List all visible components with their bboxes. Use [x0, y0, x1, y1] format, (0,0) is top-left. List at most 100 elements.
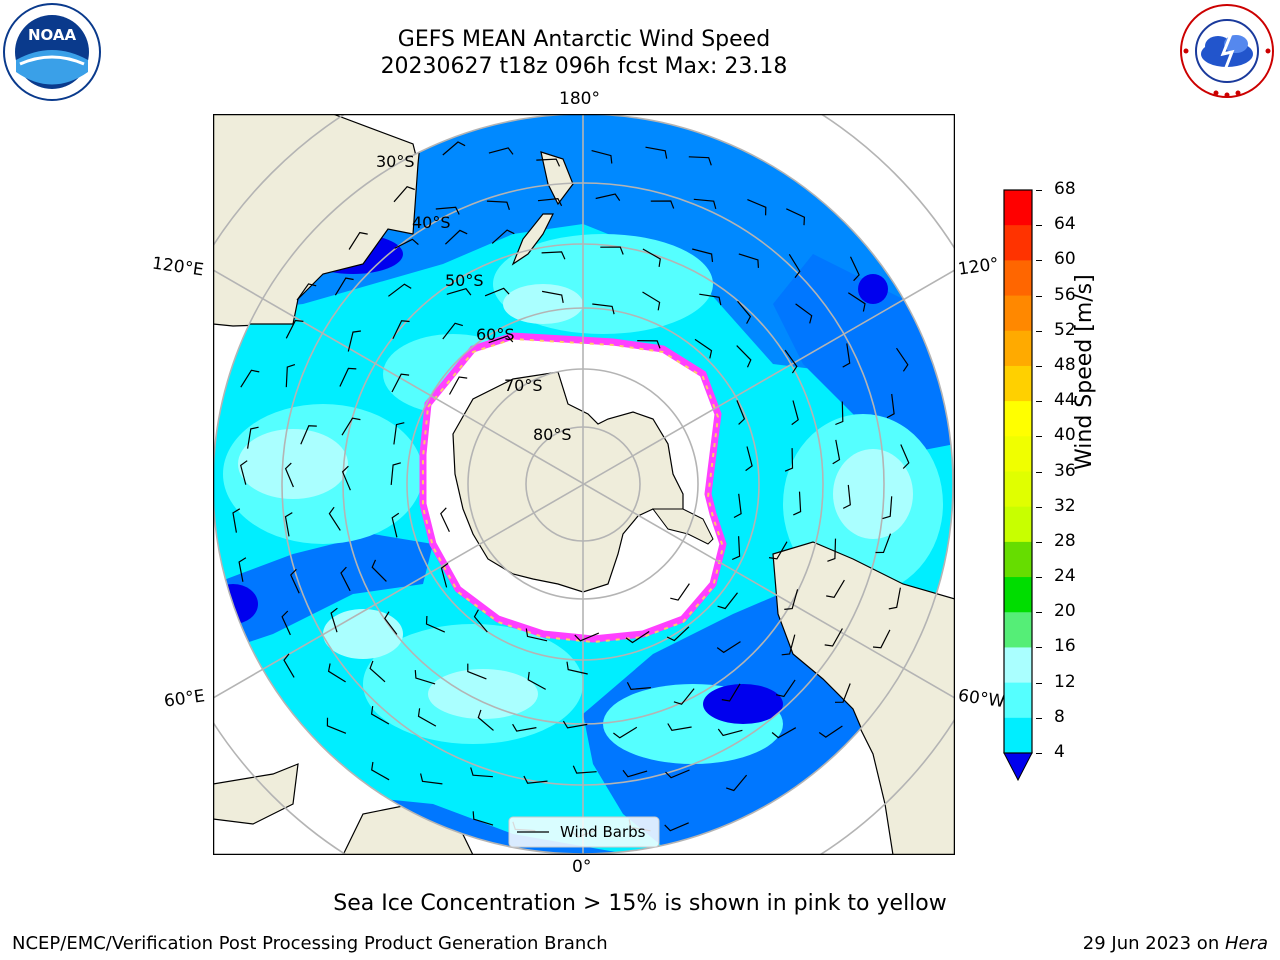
wind-barb [394, 238, 419, 249]
wind-barb [339, 367, 357, 387]
wind-barb [645, 146, 668, 159]
wind-barb [326, 717, 347, 734]
wind-barb [716, 641, 741, 654]
wind-barb [788, 253, 801, 279]
wind-barb [247, 426, 259, 449]
wind-barb [472, 811, 494, 826]
wind-barb [512, 723, 537, 732]
wind-barb [391, 373, 410, 393]
colorbar-segment [1004, 612, 1032, 648]
wind-barb [793, 491, 802, 516]
wind-barb [285, 319, 304, 339]
colorbar-tick-label: 16 [1054, 636, 1076, 657]
wind-barb [393, 422, 405, 445]
wind-barb [283, 653, 295, 678]
wind-barb [613, 726, 638, 739]
wind-barb [525, 628, 548, 642]
wind-barb [592, 303, 615, 315]
wind-barb [692, 248, 714, 262]
legend: Wind Barbs [508, 816, 660, 848]
wind-barb [737, 300, 752, 324]
wind-barb [232, 508, 241, 533]
legend-label: Wind Barbs [560, 823, 646, 841]
colorbar-tick-mark [1036, 541, 1042, 543]
wind-barb [896, 347, 909, 372]
lon-label-left-upper: 120°E [150, 253, 205, 281]
colorbar-tick-mark [1036, 190, 1042, 191]
wind-barb [717, 592, 738, 610]
wind-barb [420, 773, 443, 785]
wind-barb [393, 185, 415, 203]
footer-host: Hera [1224, 933, 1268, 954]
colorbar-tick-label: 36 [1054, 460, 1076, 481]
wind-barb [488, 147, 514, 155]
colorbar-tick-label: 24 [1054, 566, 1076, 587]
wind-barb [900, 444, 910, 469]
colorbar-segment [1004, 506, 1032, 543]
colorbar-tick-label: 60 [1054, 249, 1076, 270]
colorbar-segment [1004, 541, 1032, 578]
colorbar-tick-label: 4 [1054, 742, 1065, 762]
colorbar-tick-label: 40 [1054, 425, 1076, 446]
chart-subtitle: 20230627 t18z 096h fcst Max: 23.18 [380, 54, 788, 79]
wind-barb [771, 727, 797, 739]
noaa-logo-text: NOAA [28, 26, 77, 44]
wind-barb [491, 229, 515, 244]
wind-barb [670, 583, 690, 601]
wind-barb [731, 536, 741, 561]
wind-barb [473, 609, 488, 633]
colorbar-segment [1004, 225, 1032, 261]
lat-label-40: 40°S [412, 213, 451, 232]
colorbar-segment [1004, 260, 1032, 297]
wind-barb [832, 439, 841, 465]
wind-barb [442, 322, 463, 340]
wind-barb [284, 512, 293, 537]
colorbar-tick-label: 64 [1054, 214, 1076, 235]
wind-barb [417, 708, 437, 727]
wind-barb [371, 761, 390, 781]
colorbar-tick-label: 32 [1054, 495, 1076, 516]
wind-barb [537, 198, 563, 207]
wind-barb [642, 291, 661, 311]
wind-barb [784, 448, 794, 472]
colorbar-tick-label: 52 [1054, 319, 1076, 340]
wind-barb [745, 446, 753, 472]
wind-barb [414, 670, 436, 685]
wind-barb [842, 343, 851, 368]
colorbar-tick-label: 56 [1054, 284, 1076, 305]
wind-barb [486, 200, 510, 210]
colorbar-label: Wind Speed [m/s] [1072, 274, 1097, 470]
wind-barb [717, 728, 743, 737]
wind-barb [442, 141, 466, 156]
wind-barb [795, 303, 813, 324]
chart-title: GEFS MEAN Antarctic Wind Speed [397, 27, 771, 52]
wind-barb [667, 723, 692, 731]
colorbar-tick-mark [1036, 471, 1042, 473]
wind-barb [281, 610, 291, 636]
wind-barb [390, 462, 401, 485]
wind-barb [625, 630, 650, 644]
colorbar-segment [1004, 471, 1032, 508]
wind-barb [527, 671, 546, 690]
wind-barb [341, 417, 361, 436]
wind-barb [240, 369, 260, 388]
wind-barb [541, 251, 566, 260]
wind-barb [347, 330, 361, 352]
wind-barb [391, 512, 400, 538]
noaa-logo: NOAA [3, 3, 101, 101]
colorbar-tick-mark [1036, 330, 1042, 332]
lat-label-30: 30°S [376, 152, 415, 171]
wind-barb [300, 425, 317, 445]
wind-barb [888, 587, 901, 610]
wind-barb [784, 349, 798, 374]
wind-barb [448, 376, 468, 395]
wind-barb [327, 663, 346, 683]
colorbar-tick-label: 28 [1054, 530, 1076, 551]
wind-barb [775, 679, 796, 698]
colorbar-segment [1004, 682, 1032, 719]
wind-barb [738, 253, 759, 268]
wind-barb [781, 634, 796, 656]
wind-barb [440, 562, 449, 588]
colorbar-tick-mark [1036, 753, 1042, 754]
wind-barb [484, 287, 510, 297]
